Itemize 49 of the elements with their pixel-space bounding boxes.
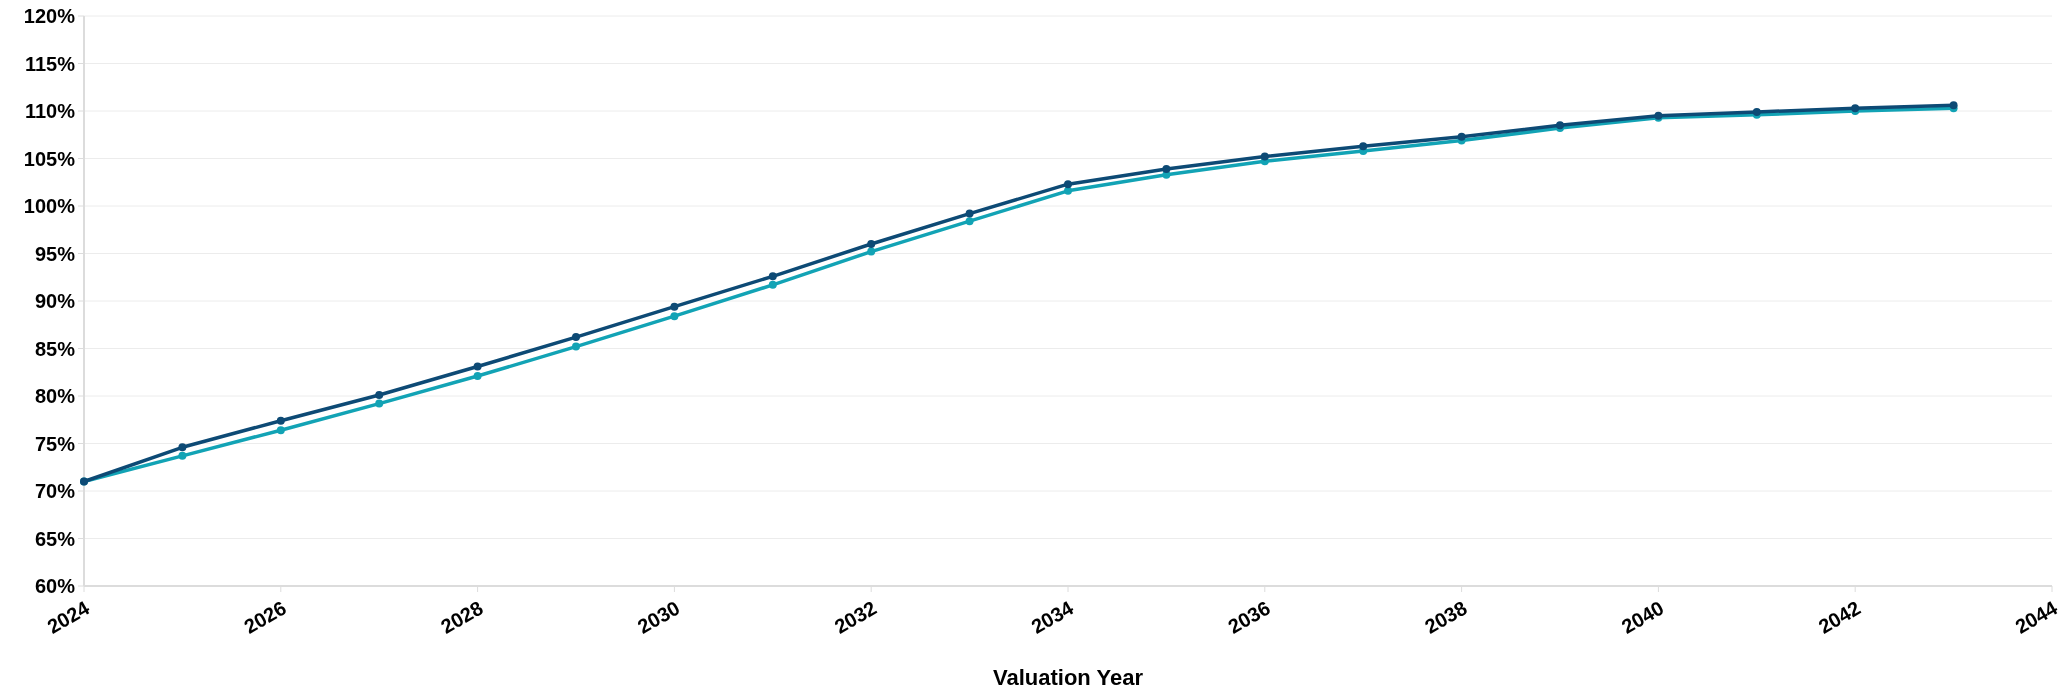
y-tick-label: 100% [23,195,76,217]
point [1359,142,1368,151]
point [670,302,679,311]
point [276,416,285,425]
y-tick-label: 75% [34,432,76,455]
y-tick-label: 80% [34,385,76,407]
x-tick-label: 2036 [1224,596,1274,638]
x-tick-label: 2024 [43,596,94,638]
x-tick-label: 2032 [830,596,881,638]
point [1457,132,1466,141]
point [572,342,580,351]
x-tick-label: 2026 [240,596,290,638]
x-tick-label: 2044 [2011,596,2062,638]
point [276,426,285,435]
point [670,312,679,321]
point [867,247,876,256]
y-tick-label: 95% [34,242,76,265]
y-tick-label: 110% [24,100,76,122]
point [965,217,974,226]
point [473,362,482,371]
point [473,372,482,381]
point [1064,180,1072,189]
y-tick-label: 115% [24,52,76,75]
x-tick-label: 2038 [1421,596,1471,638]
point [375,391,384,400]
x-tick-label: 2042 [1814,596,1865,638]
point [178,451,187,460]
point [768,280,777,289]
point [768,272,777,281]
y-tick-label: 60% [34,575,76,597]
point [1260,152,1269,161]
x-tick-label: 2030 [633,596,684,638]
point [1162,164,1171,173]
point [1064,186,1072,195]
y-tick-label: 65% [34,527,76,550]
y-tick-label: 90% [34,290,76,312]
y-tick-label: 120% [23,5,76,27]
x-tick-label: 2028 [437,596,487,638]
y-tick-label: 105% [23,147,76,170]
y-tick-label: 85% [34,337,76,360]
point [867,240,876,248]
point [375,399,384,408]
y-tick-label: 70% [34,480,76,502]
point [178,443,187,452]
x-tick-label: 2040 [1617,596,1668,638]
x-axis-title: Valuation Year [992,665,1144,690]
x-tick-label: 2034 [1027,596,1078,638]
point [965,209,974,218]
point [572,333,580,342]
